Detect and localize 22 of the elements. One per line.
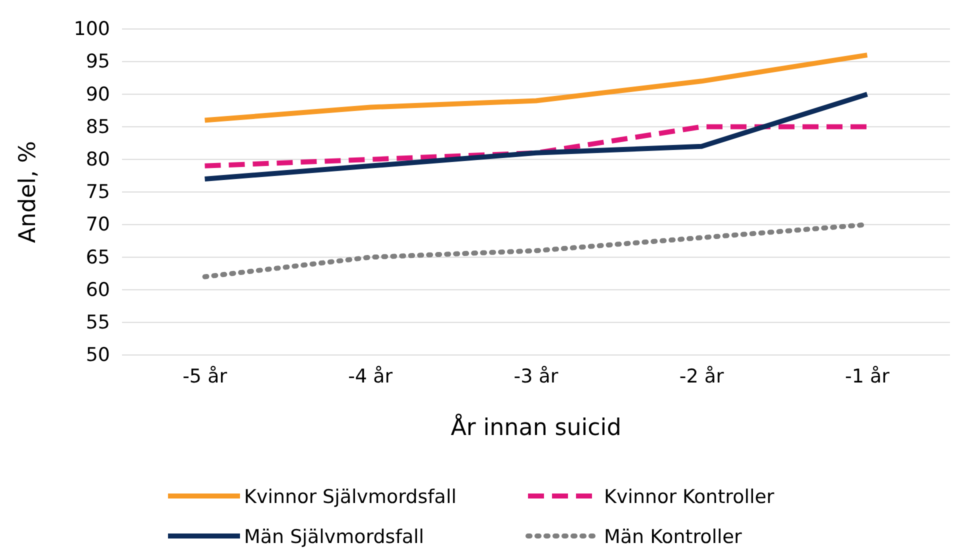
y-tick-label: 70 (86, 214, 110, 236)
y-tick-label: 80 (86, 148, 110, 170)
y-tick-label: 95 (86, 50, 110, 73)
x-tick-label: -2 år (679, 365, 724, 388)
x-tick-label: -5 år (182, 365, 228, 388)
y-axis-title: Andel, % (15, 141, 41, 243)
y-tick-label: 50 (86, 344, 110, 366)
y-tick-label: 55 (86, 311, 110, 334)
legend-label: Män Kontroller (604, 526, 742, 548)
y-tick-label: 75 (86, 181, 110, 204)
x-tick-label: -4 år (348, 365, 393, 388)
x-tick-label: -3 år (514, 365, 558, 388)
y-tick-label: 85 (86, 116, 110, 138)
x-tick-label: -1 år (844, 365, 890, 388)
y-tick-label: 60 (86, 278, 110, 301)
y-tick-label: 65 (86, 246, 110, 268)
legend-label: Kvinnor Självmordsfall (244, 486, 457, 508)
legend-label: Kvinnor Kontroller (604, 486, 774, 508)
legend-label: Män Självmordsfall (244, 526, 424, 548)
y-tick-label: 90 (86, 83, 110, 106)
y-tick-label: 100 (74, 18, 110, 40)
x-axis-title: År innan suicid (450, 413, 622, 441)
